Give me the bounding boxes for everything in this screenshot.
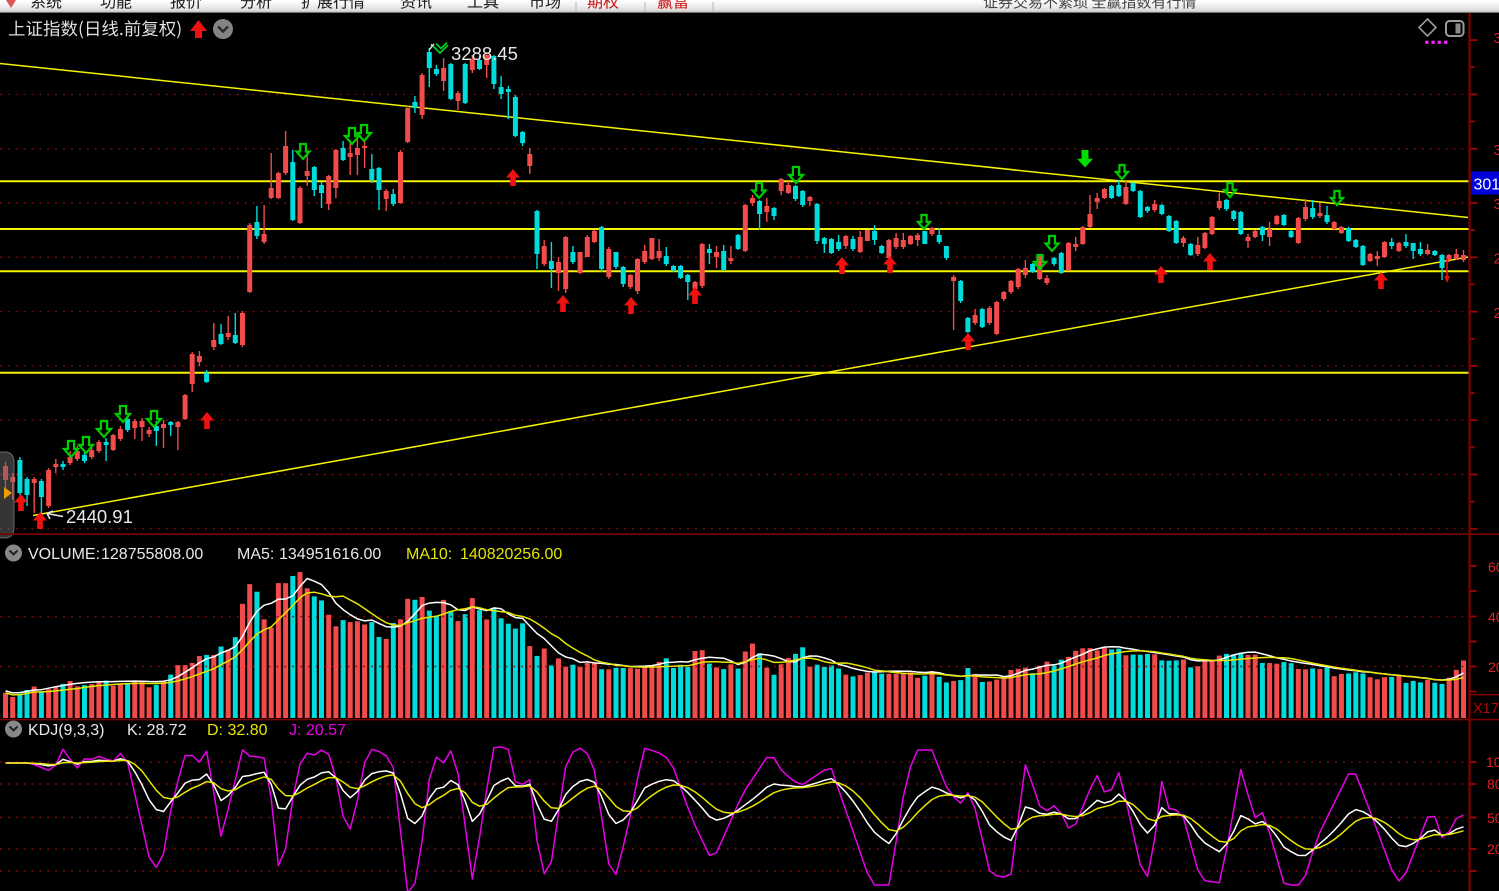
svg-text:20: 20 xyxy=(1487,841,1499,857)
svg-text:80: 80 xyxy=(1487,776,1499,792)
svg-text:3: 3 xyxy=(1494,196,1499,213)
svg-text:2: 2 xyxy=(1494,251,1499,268)
svg-text:100: 100 xyxy=(1486,754,1499,770)
svg-text:X17: X17 xyxy=(1473,701,1499,717)
svg-text:2: 2 xyxy=(1494,305,1499,322)
svg-text:50: 50 xyxy=(1487,810,1499,826)
svg-text:3018: 3018 xyxy=(1474,177,1499,194)
svg-text:KDJ(9,3,3)K: 28.72D: 32.80J: 2: KDJ(9,3,3) K: 28.72 D: 32.80 J: 20.57 xyxy=(28,722,346,739)
svg-text:60: 60 xyxy=(1488,559,1499,575)
svg-text:3: 3 xyxy=(1494,142,1499,159)
svg-text:3: 3 xyxy=(1494,30,1499,47)
svg-text:40: 40 xyxy=(1488,609,1499,625)
svg-text:20: 20 xyxy=(1488,659,1499,675)
svg-text:2440.91: 2440.91 xyxy=(66,506,133,527)
svg-text:3288.45: 3288.45 xyxy=(451,43,518,64)
